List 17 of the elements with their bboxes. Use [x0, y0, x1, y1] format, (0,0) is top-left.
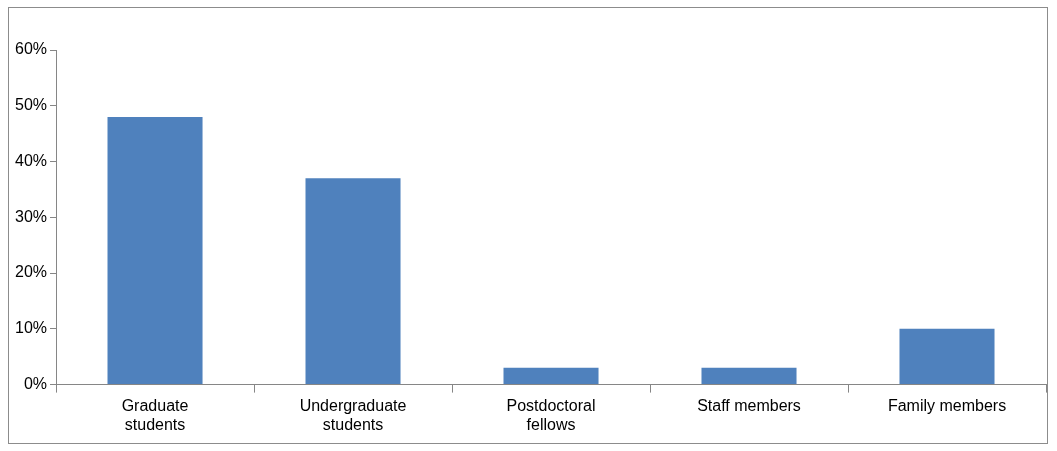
bar — [503, 367, 599, 385]
y-tick-label: 40% — [14, 151, 48, 169]
x-tick-label: Staff members — [697, 396, 801, 414]
y-tick-label: 50% — [14, 96, 48, 114]
y-tick-label: 60% — [14, 40, 48, 58]
x-tick-label: Postdoctoral fellows — [506, 396, 596, 433]
y-tick-label: 20% — [14, 263, 48, 281]
bar — [305, 178, 401, 385]
x-tick-label: Graduate students — [121, 396, 189, 433]
bar — [701, 367, 797, 385]
x-tick-label: Family members — [887, 396, 1007, 414]
y-tick-label: 10% — [14, 319, 48, 337]
y-tick-label: 30% — [14, 207, 48, 225]
y-tick-label: 0% — [23, 375, 48, 393]
bar — [107, 116, 203, 385]
bar — [899, 328, 995, 385]
x-tick-label: Undergraduate students — [299, 396, 407, 433]
